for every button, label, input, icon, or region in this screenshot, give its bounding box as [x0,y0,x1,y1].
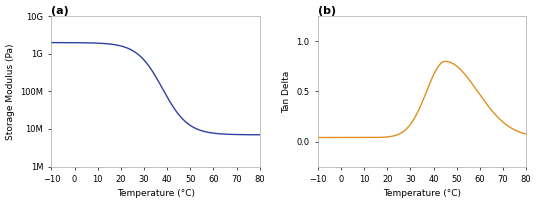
Y-axis label: Storage Modulus (Pa): Storage Modulus (Pa) [5,43,14,140]
Y-axis label: Tan Delta: Tan Delta [282,70,291,113]
X-axis label: Temperature (°C): Temperature (°C) [117,190,194,198]
X-axis label: Temperature (°C): Temperature (°C) [383,190,461,198]
Text: (a): (a) [52,6,69,16]
Text: (b): (b) [318,6,336,16]
